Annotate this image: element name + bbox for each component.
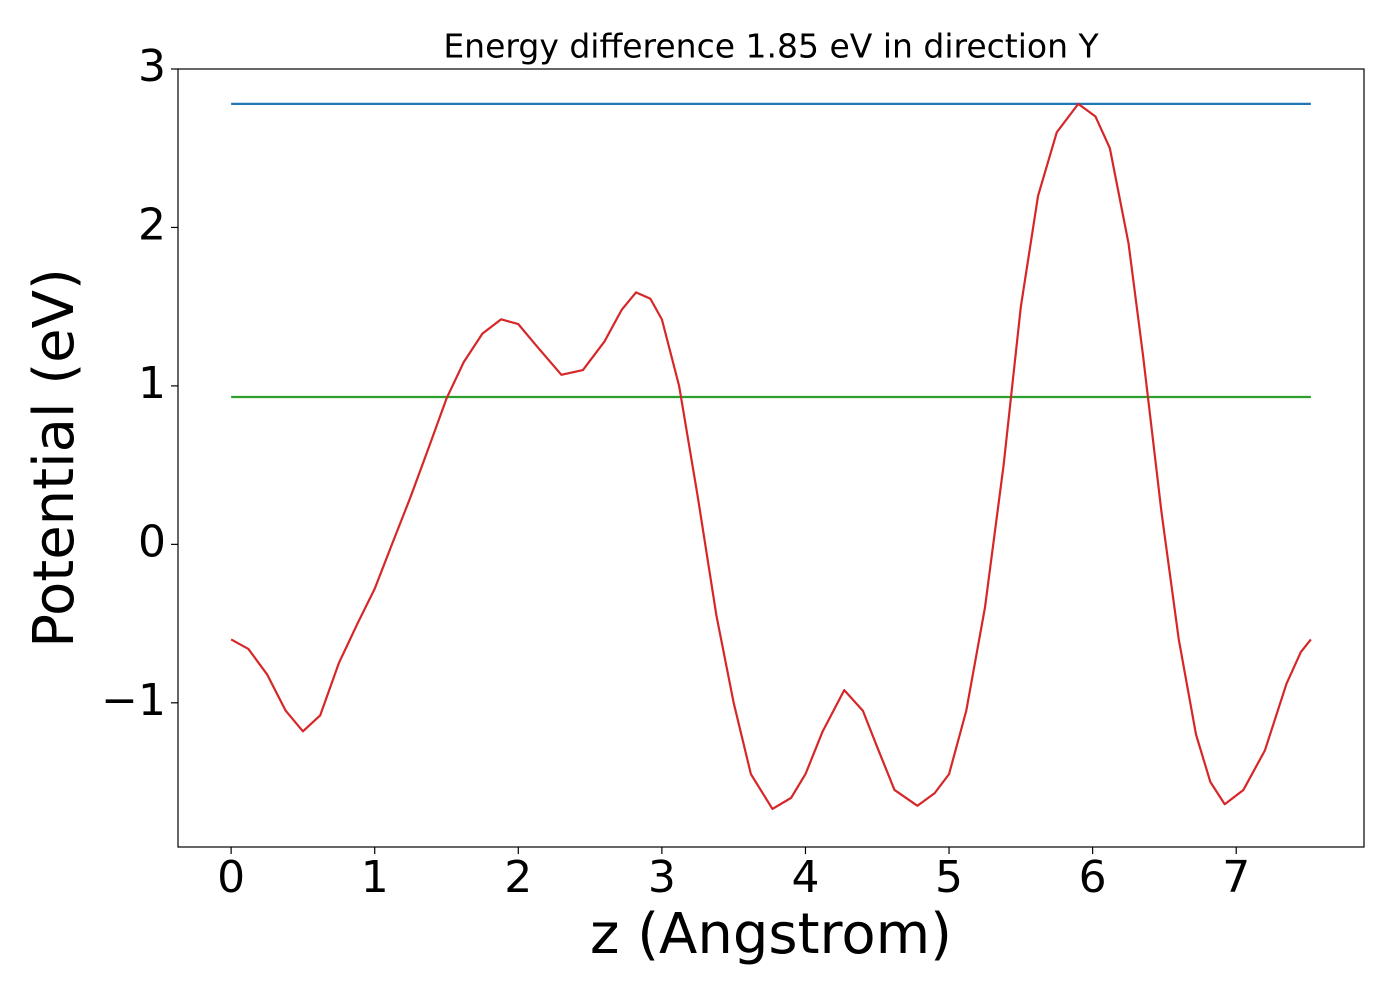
y-tick-label: 3 bbox=[138, 41, 166, 92]
y-tick-label: 0 bbox=[138, 516, 166, 567]
plot-frame bbox=[177, 68, 1365, 848]
x-tick-label: 2 bbox=[504, 852, 532, 903]
x-tick-label: 0 bbox=[217, 852, 245, 903]
x-tick-label: 3 bbox=[648, 852, 676, 903]
y-axis-label: Potential (eV) bbox=[22, 268, 87, 648]
x-tick-label: 1 bbox=[361, 852, 389, 903]
x-axis-label: z (Angstrom) bbox=[590, 902, 952, 967]
y-tick-label: 1 bbox=[138, 358, 166, 409]
y-tick-label: −1 bbox=[101, 675, 166, 726]
x-tick-label: 6 bbox=[1079, 852, 1107, 903]
x-tick-label: 4 bbox=[791, 852, 819, 903]
data-line bbox=[230, 102, 1312, 811]
x-tick-label: 5 bbox=[935, 852, 963, 903]
chart-title: Energy difference 1.85 eV in direction Y bbox=[443, 27, 1099, 66]
y-tick-label: 2 bbox=[138, 199, 166, 250]
x-tick-label: 7 bbox=[1222, 852, 1250, 903]
